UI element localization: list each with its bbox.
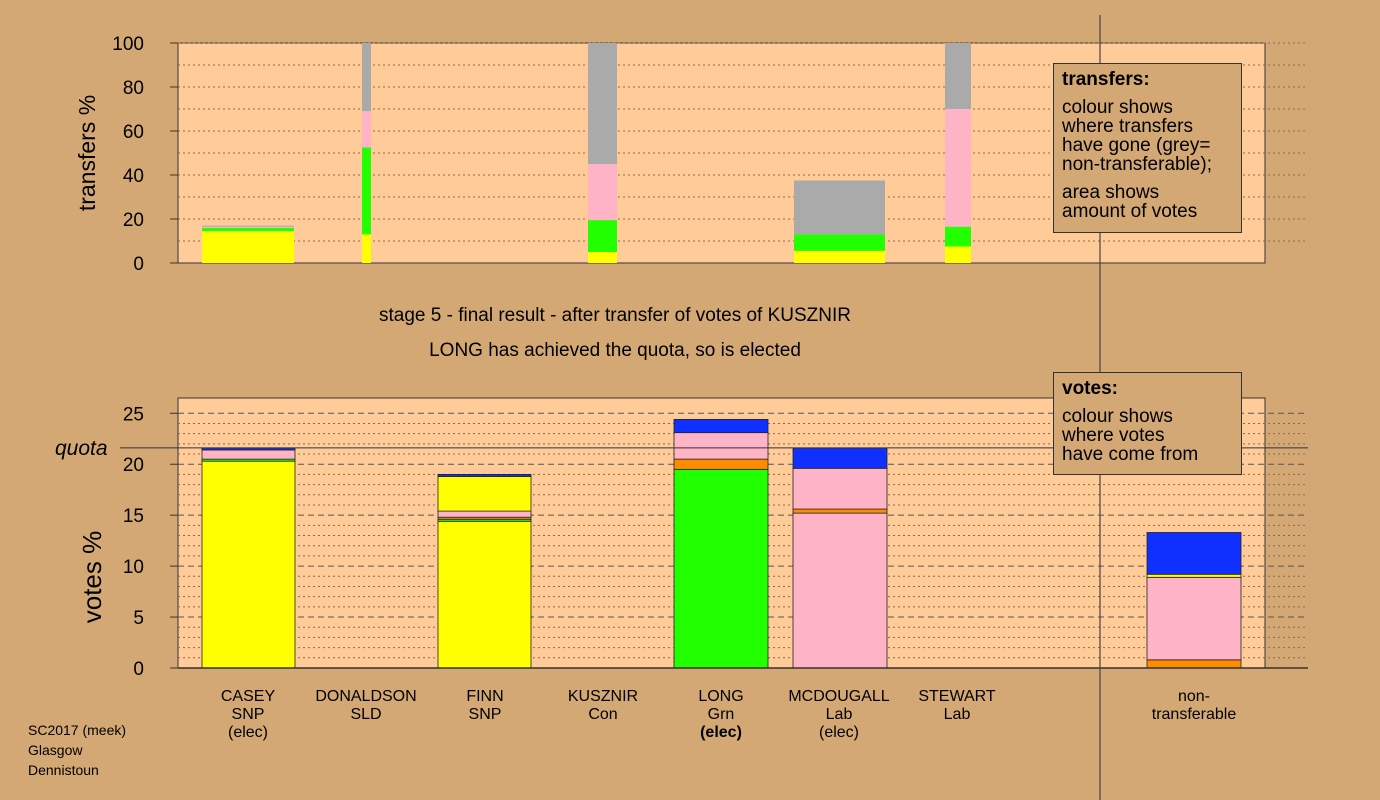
candidate-label-non-transferable: non- transferable: [1129, 688, 1259, 724]
candidate-party: SNP: [231, 706, 265, 723]
transfer-bar-segment: [202, 227, 294, 232]
vote-bar-segment: [201, 460, 296, 669]
transfer-bar-segment: [794, 180, 885, 235]
vote-bar-segment: [201, 449, 296, 460]
vote-bar-segment: [1146, 532, 1242, 575]
votes-tick-label: 10: [123, 557, 144, 578]
transfer-bar-segment: [945, 109, 971, 227]
transfer-bar-segment: [362, 147, 371, 235]
transfer-bar-segment: [202, 231, 294, 263]
transfer-bar-segment: [794, 250, 885, 263]
votes-legend-box: votes: colour shows where votes have com…: [1053, 372, 1242, 475]
votes-tick-label: 20: [123, 455, 144, 476]
vote-bar-segment: [437, 474, 532, 477]
vote-bar-segment: [1146, 573, 1242, 578]
transfer-bar-segment: [945, 246, 971, 263]
candidate-label-casey: CASEY SNP (elec): [183, 688, 313, 742]
candidate-label-donaldson: DONALDSON SLD: [301, 688, 431, 724]
candidate-party: Lab: [943, 706, 971, 723]
quota-label: quota: [55, 437, 108, 460]
vote-bar-segment: [1146, 576, 1242, 661]
vote-bar-segment: [673, 418, 769, 434]
transfers-legend-line: colour shows: [1062, 97, 1173, 118]
votes-tick-label: 0: [133, 659, 144, 680]
votes-legend-line: have come from: [1062, 444, 1199, 465]
candidate-party: Con: [588, 706, 618, 723]
vote-bar-segment: [673, 468, 769, 669]
votes-legend-line: where votes: [1062, 425, 1165, 446]
candidate-name: CASEY: [220, 688, 276, 705]
vote-bar-segment: [437, 520, 532, 669]
transfer-bar-segment: [588, 220, 617, 252]
transfers-legend-line: area shows: [1062, 182, 1160, 203]
transfers-tick-label: 100: [112, 34, 144, 55]
stage-caption: stage 5 - final result - after transfer …: [378, 305, 851, 326]
votes-axis-title: votes %: [77, 531, 107, 624]
candidate-status: (elec): [227, 724, 268, 741]
footer-source: SC2017 (meek) Glasgow Dennistoun: [28, 720, 126, 780]
transfer-bar-segment: [588, 164, 617, 221]
elected-caption: LONG has achieved the quota, so is elect…: [429, 340, 801, 361]
candidate-label-stewart: STEWART Lab: [892, 688, 1022, 724]
candidate-status: (elec): [700, 724, 742, 741]
transfers-tick-label: 40: [123, 166, 144, 187]
vote-bar-segment: [792, 508, 888, 514]
transfers-axis-title: transfers %: [74, 95, 100, 211]
candidate-party: Lab: [825, 706, 853, 723]
candidate-name: LONG: [698, 688, 744, 705]
transfers-legend-line: non-transferable);: [1062, 154, 1212, 175]
vote-bar-segment: [1146, 659, 1242, 669]
candidate-name: FINN: [466, 688, 504, 705]
vote-bar-segment: [792, 467, 888, 510]
candidate-label-long: LONG Grn (elec): [656, 688, 786, 742]
transfers-legend-line: where transfers: [1062, 116, 1193, 137]
footer-line: Glasgow: [28, 742, 83, 758]
candidate-party: Grn: [707, 706, 735, 723]
votes-tick-label: 25: [123, 404, 144, 425]
candidate-name: DONALDSON: [315, 688, 417, 705]
transfer-bar-segment: [588, 43, 617, 164]
candidate-name: KUSZNIR: [567, 688, 639, 705]
transfers-tick-label: 80: [123, 78, 144, 99]
votes-tick-label: 15: [123, 506, 144, 527]
transfers-legend-line: have gone (grey=: [1062, 135, 1211, 156]
votes-tick-label: 5: [133, 608, 144, 629]
transfers-legend-box: transfers: colour shows where transfers …: [1053, 63, 1242, 233]
transfer-bar-segment: [362, 43, 371, 112]
vote-bar-segment: [673, 458, 769, 470]
candidate-name: non-: [1177, 688, 1211, 705]
candidate-party: SNP: [468, 706, 502, 723]
candidate-label-finn: FINN SNP: [420, 688, 550, 724]
transfers-legend-line: amount of votes: [1062, 201, 1198, 222]
transfers-tick-label: 20: [123, 210, 144, 231]
transfer-bar-segment: [362, 111, 371, 148]
transfers-legend-title: transfers:: [1062, 69, 1150, 90]
transfers-tick-label: 60: [123, 122, 144, 143]
transfer-bar-segment: [202, 225, 294, 227]
vote-bar-segment: [673, 432, 769, 460]
vote-bar-segment: [792, 447, 888, 469]
transfer-bar-segment: [202, 226, 294, 228]
candidate-name: STEWART: [918, 688, 996, 705]
transfers-tick-label: 0: [133, 254, 144, 275]
candidate-status: (elec): [818, 724, 859, 741]
transfer-bar-segment: [588, 252, 617, 263]
footer-line: SC2017 (meek): [28, 722, 127, 738]
candidate-label-mcdougall: MCDOUGALL Lab (elec): [774, 688, 904, 742]
candidate-party: transferable: [1151, 706, 1237, 723]
vote-bar-segment: [437, 476, 532, 512]
vote-bar-segment: [792, 512, 888, 669]
transfer-bar-segment: [794, 234, 885, 251]
footer-line: Dennistoun: [28, 762, 99, 778]
candidate-name: MCDOUGALL: [788, 688, 890, 705]
votes-legend-line: colour shows: [1062, 406, 1173, 427]
vote-bar-segment: [437, 510, 532, 518]
candidate-party: SLD: [350, 706, 382, 723]
transfer-bar-segment: [945, 226, 971, 247]
candidate-label-kusznir: KUSZNIR Con: [538, 688, 668, 724]
transfer-bar-segment: [945, 43, 971, 109]
votes-legend-title: votes:: [1062, 378, 1118, 399]
transfer-bar-segment: [362, 234, 371, 263]
